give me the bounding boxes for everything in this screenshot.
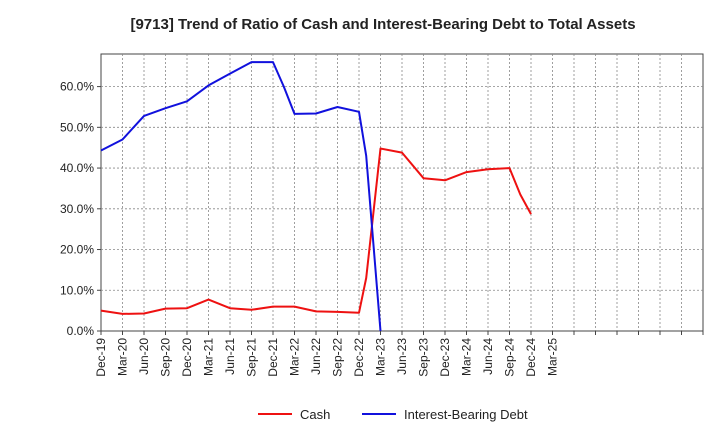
x-tick-label: Sep-20 [159,338,173,377]
x-tick-label: Sep-22 [331,338,345,377]
x-tick-label: Sep-24 [503,338,517,377]
x-tick-label: Jun-21 [223,338,237,375]
x-tick-label: Jun-20 [137,338,151,375]
x-tick-label: Mar-20 [116,338,130,376]
x-tick-label: Jun-24 [481,338,495,375]
x-tick-label: Mar-22 [288,338,302,376]
y-tick-label: 60.0% [60,80,94,94]
x-tick-label: Dec-21 [266,338,280,377]
chart-title: [9713] Trend of Ratio of Cash and Intere… [130,16,635,33]
legend: Cash Interest-Bearing Debt [258,407,528,422]
plot-area [100,53,704,332]
x-tick-label: Dec-24 [524,338,538,377]
x-tick-label: Mar-23 [374,338,388,376]
legend-label-cash: Cash [300,407,330,422]
series-lines [100,61,532,332]
x-tick-label: Dec-19 [94,338,108,377]
x-tick-label: Jun-22 [309,338,323,375]
series-line-interest-bearing-debt [100,61,382,332]
x-tick-label: Dec-23 [438,338,452,377]
legend-label-interest-bearing-debt: Interest-Bearing Debt [404,407,528,422]
y-tick-label: 40.0% [60,161,94,175]
y-tick-label: 50.0% [60,120,94,134]
x-tick-label: Sep-21 [245,338,259,377]
x-tick-label: Dec-22 [352,338,366,377]
y-axis-ticks: 0.0% 10.0% 20.0% 30.0% 40.0% 50.0% 60.0% [60,80,101,338]
x-tick-label: Mar-21 [202,338,216,376]
series-line-cash [100,147,532,315]
grid-lines [101,54,703,331]
x-tick-label: Jun-23 [395,338,409,375]
y-tick-label: 0.0% [67,324,95,338]
y-tick-label: 30.0% [60,202,94,216]
x-tick-label: Dec-20 [180,338,194,377]
y-tick-label: 20.0% [60,243,94,257]
x-axis-ticks: Dec-19 Mar-20 Jun-20 Sep-20 Dec-20 Mar-21 Jun-… [94,331,704,377]
x-tick-label: Mar-25 [546,338,560,376]
y-tick-label: 10.0% [60,283,94,297]
x-tick-label: Sep-23 [417,338,431,377]
x-tick-label: Mar-24 [460,338,474,376]
